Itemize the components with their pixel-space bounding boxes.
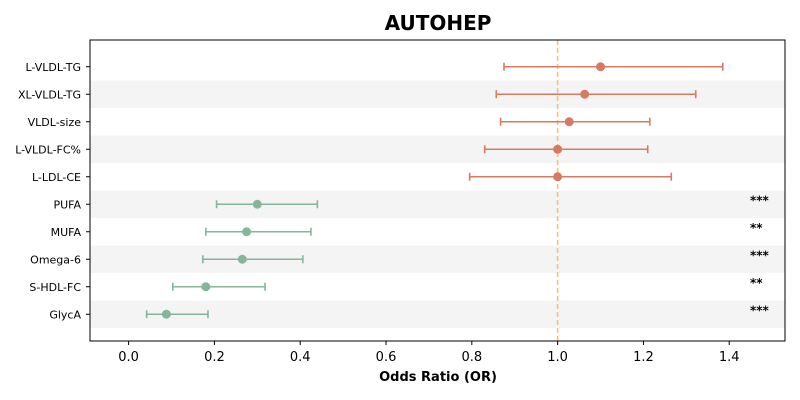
chart-title: AUTOHEP: [385, 11, 492, 35]
x-tick-label: 1.0: [547, 350, 568, 365]
significance-label: ***: [750, 193, 770, 207]
x-tick-label: 0.0: [118, 350, 139, 365]
y-tick-label: L-VLDL-FC%: [15, 143, 81, 156]
significance-label: **: [750, 221, 763, 235]
y-tick-label: MUFA: [51, 226, 82, 239]
x-axis: 0.0 0.2 0.4 0.6 0.8 1.0 1.2 1.4: [118, 341, 740, 365]
or-point: [580, 89, 590, 99]
y-tick-label: Omega-6: [30, 253, 81, 266]
y-tick-label: S-HDL-FC: [29, 281, 81, 294]
significance-label: **: [750, 276, 763, 290]
significance-labels: *************: [750, 193, 770, 317]
y-tick-label: PUFA: [53, 198, 81, 211]
plot-frame: [89, 39, 786, 342]
y-tick-label: L-LDL-CE: [32, 171, 81, 184]
significance-label: ***: [750, 303, 770, 317]
x-tick-label: 0.2: [204, 350, 225, 365]
x-tick-label: 1.2: [633, 350, 654, 365]
y-tick-label: XL-VLDL-TG: [18, 88, 81, 101]
y-tick-label: VLDL-size: [28, 116, 82, 129]
x-tick-label: 1.4: [719, 350, 740, 365]
or-point: [242, 227, 252, 237]
y-axis: L-VLDL-TG XL-VLDL-TG VLDL-size L-VLDL-FC% L-…: [15, 61, 90, 321]
error-bars: [145, 62, 724, 319]
or-point: [553, 144, 563, 154]
or-point: [252, 199, 262, 209]
row-band: [90, 135, 785, 163]
row-bands: [90, 80, 785, 328]
x-tick-label: 0.6: [376, 350, 397, 365]
points: [161, 62, 606, 319]
or-point: [201, 282, 211, 292]
row-band: [90, 245, 785, 273]
row-band: [90, 190, 785, 218]
or-point: [596, 62, 606, 72]
y-tick-label: L-VLDL-TG: [25, 61, 81, 74]
or-point: [237, 254, 247, 264]
x-axis-label: Odds Ratio (OR): [379, 370, 497, 385]
or-point: [564, 117, 574, 127]
or-point: [553, 172, 563, 182]
x-tick-label: 0.8: [461, 350, 482, 365]
or-point: [161, 309, 171, 319]
x-tick-label: 0.4: [290, 350, 311, 365]
y-tick-label: GlycA: [49, 308, 81, 321]
significance-label: ***: [750, 248, 770, 262]
